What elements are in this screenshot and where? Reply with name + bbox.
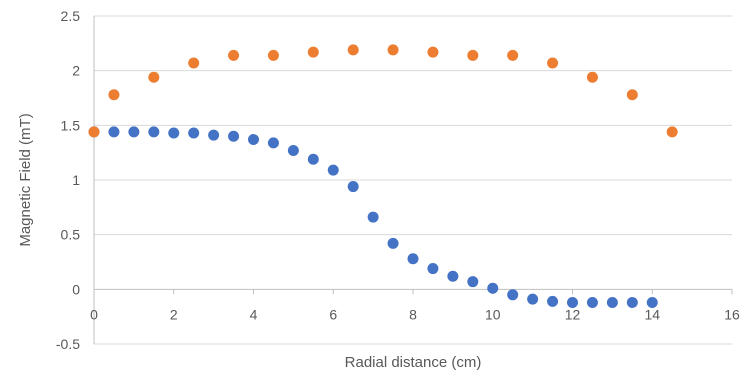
y-axis-title: Magnetic Field (mT) [17,113,34,246]
y-tick-label: 2.5 [61,8,81,24]
data-point [108,89,120,101]
y-tick-label: 1 [72,172,80,188]
data-point [646,296,658,308]
data-point [108,126,120,138]
data-point [507,49,519,61]
data-point [248,134,259,146]
series-2 [88,44,678,138]
data-point [427,263,439,275]
x-tick-label: 14 [644,306,660,322]
data-point [88,126,100,138]
y-tick-label: 0 [72,281,80,297]
data-point [626,89,638,101]
data-point [527,293,539,305]
data-point [267,137,279,149]
data-point [208,129,220,141]
x-axis-tick-labels: 0 2 4 6 8 10 12 14 16 [90,306,740,322]
data-point [586,71,598,83]
data-point [307,46,319,58]
data-point [148,126,160,138]
data-point [467,49,479,61]
data-point [626,296,638,308]
data-point [327,164,339,176]
data-point [427,46,439,58]
data-point [347,44,359,56]
data-point [586,296,598,308]
data-point [367,211,379,223]
data-point [267,49,279,61]
data-point [447,270,459,282]
data-point [666,126,678,138]
x-tick-label: 0 [90,306,98,322]
y-tick-label: 1.5 [61,117,81,133]
x-axis-title: Radial distance (cm) [345,354,482,371]
data-point [148,71,160,83]
data-point [188,57,200,69]
x-tick-label: 2 [170,306,178,322]
series-1 [88,126,658,308]
data-point [487,282,499,294]
data-point [128,126,140,138]
data-point [387,237,399,249]
data-points [88,44,678,308]
data-point [307,153,319,165]
y-tick-label: 0.5 [61,227,81,243]
data-point [168,127,180,139]
x-tick-label: 6 [329,306,337,322]
data-point [228,130,240,142]
data-point [287,144,299,156]
data-point [188,127,200,139]
data-point [507,289,519,301]
y-tick-label: 2 [72,63,80,79]
gridlines [94,15,732,345]
data-point [407,253,419,265]
data-point [467,276,479,288]
x-tick-label: 10 [485,306,501,322]
data-point [228,49,240,61]
data-point [606,296,618,308]
data-point [347,181,359,193]
x-tick-label: 4 [250,306,258,322]
y-tick-label: -0.5 [56,336,80,352]
data-point [567,296,578,308]
x-tick-label: 8 [409,306,417,322]
data-point [547,295,559,307]
x-tick-label: 16 [724,306,740,322]
data-point [547,57,559,69]
x-tick-label: 12 [565,306,581,322]
data-point [387,44,399,56]
y-axis-tick-labels: -0.5 0 0.5 1 1.5 2 2.5 [56,8,80,352]
